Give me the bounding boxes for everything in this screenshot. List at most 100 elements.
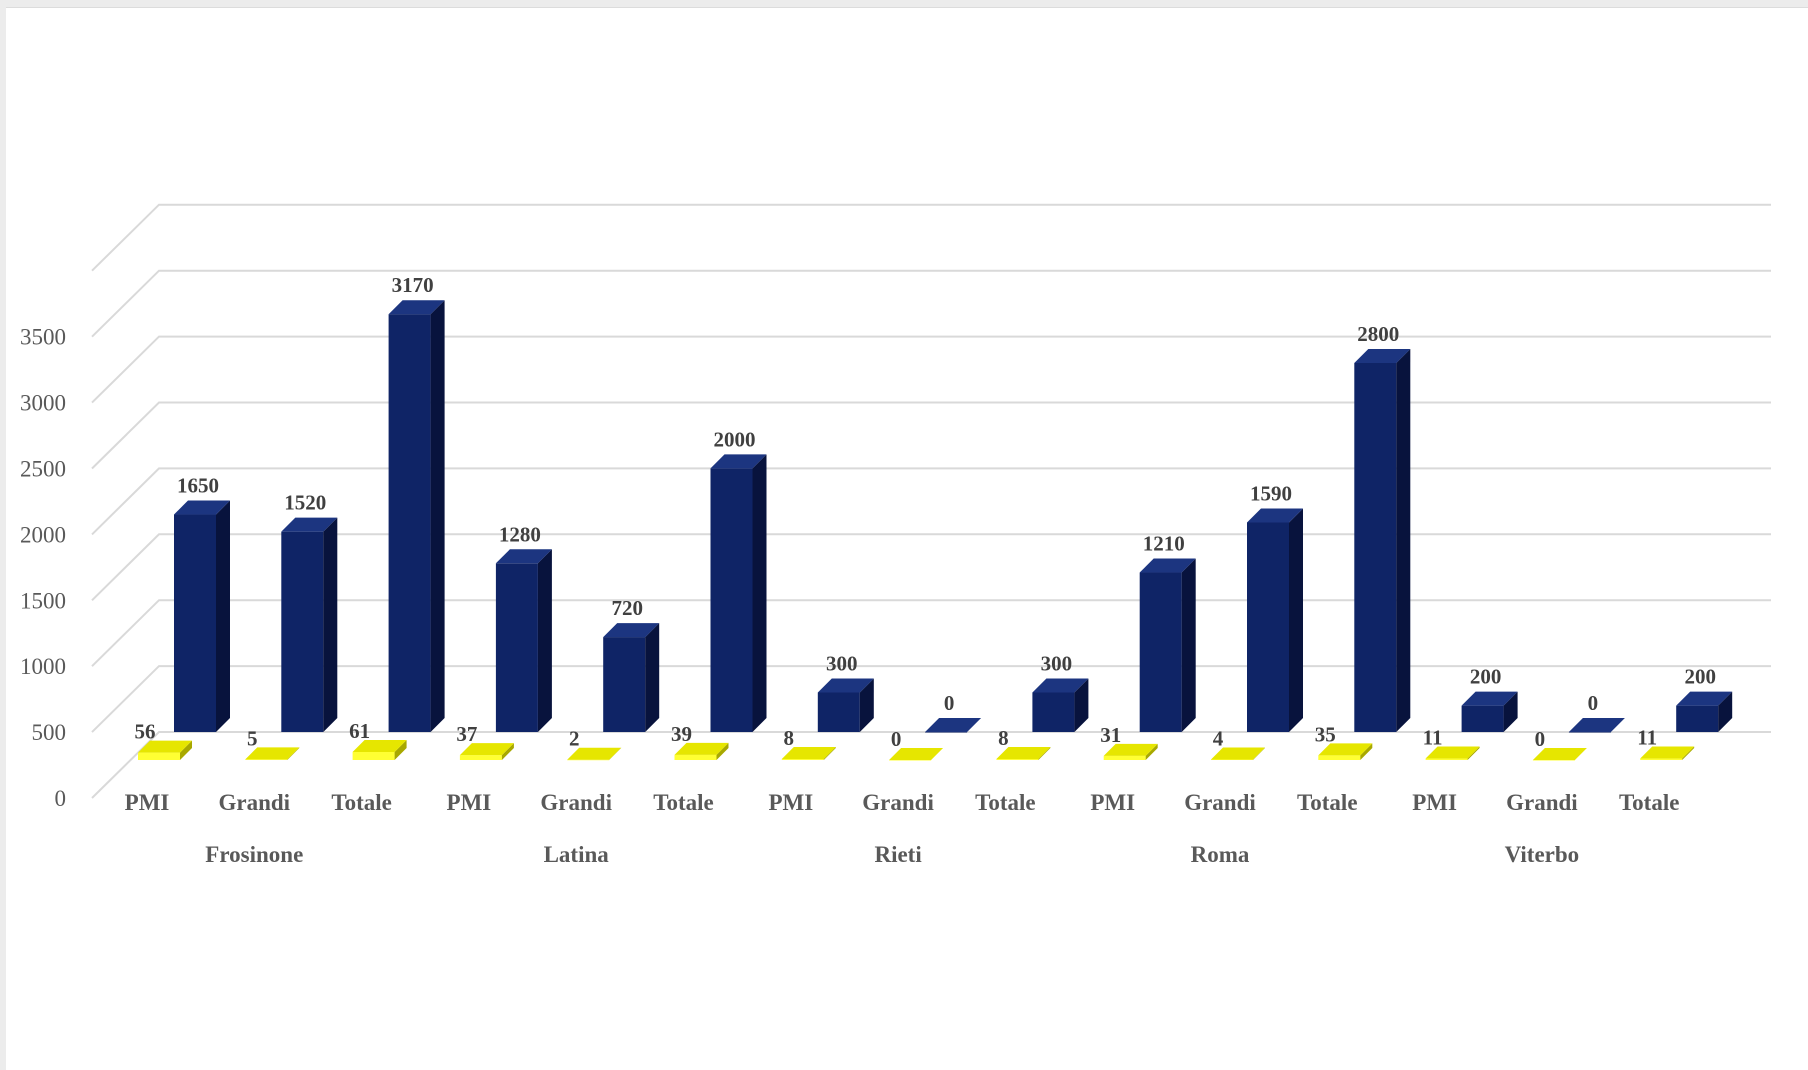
- x-category-label: Totale: [331, 790, 392, 815]
- gridline: [91, 203, 1771, 272]
- data-label-yellow: 37: [456, 722, 477, 746]
- gridline: [91, 401, 1771, 470]
- bar-front: [495, 563, 538, 732]
- bar-top: [1318, 743, 1373, 756]
- bar-front: [1103, 755, 1146, 760]
- data-label-blue: 1650: [177, 474, 219, 498]
- bar-blue: [1032, 678, 1089, 732]
- bar-blue: [1247, 508, 1303, 732]
- bar-top: [1103, 743, 1158, 756]
- bar-side: [1038, 746, 1051, 760]
- data-label-yellow: 39: [671, 722, 692, 746]
- bar-yellow: [1103, 743, 1158, 760]
- bar-side: [1682, 746, 1695, 760]
- bar-yellow: [889, 748, 944, 761]
- bar-yellow: [1425, 746, 1480, 760]
- x-category-label: PMI: [1412, 790, 1457, 815]
- bar-side: [216, 500, 230, 732]
- bar-front: [1354, 362, 1397, 732]
- data-label-yellow: 11: [1637, 726, 1657, 750]
- bar-front: [567, 759, 610, 761]
- bar-top: [1032, 678, 1089, 693]
- bar-front: [388, 314, 431, 732]
- data-label-blue: 1590: [1250, 481, 1292, 505]
- bar-yellow: [245, 747, 300, 760]
- x-group-label: Viterbo: [1505, 842, 1580, 867]
- bar-front: [1247, 522, 1289, 732]
- bar-side: [180, 740, 192, 760]
- data-label-blue: 200: [1470, 665, 1502, 689]
- gridline: [91, 467, 1771, 536]
- bar-side: [1467, 746, 1480, 760]
- bar-top: [1247, 508, 1303, 523]
- data-label-yellow: 56: [135, 720, 156, 744]
- bar-side: [501, 743, 514, 760]
- bar-top: [1640, 746, 1695, 759]
- bar-side: [1360, 743, 1373, 760]
- bar-top: [1568, 718, 1625, 732]
- bar-front: [710, 468, 753, 732]
- bar-yellow: [1532, 748, 1587, 761]
- data-label-blue: 0: [944, 691, 955, 715]
- data-label-blue: 2800: [1357, 322, 1399, 346]
- bar-top: [352, 739, 407, 752]
- bar-front: [1032, 692, 1075, 732]
- bar-side: [394, 739, 407, 760]
- data-label-blue: 0: [1588, 691, 1599, 715]
- bar-top: [1211, 747, 1265, 760]
- bar-side: [1289, 508, 1303, 732]
- y-tick-label: 2500: [20, 457, 66, 482]
- bar-front: [781, 758, 824, 760]
- data-label-blue: 1210: [1143, 532, 1185, 556]
- bar-top: [388, 300, 445, 315]
- bar-side: [1718, 691, 1733, 732]
- bar-side: [823, 746, 836, 760]
- data-label-yellow: 31: [1100, 723, 1121, 747]
- bar-yellow: [1211, 747, 1265, 760]
- bar-top: [1354, 348, 1411, 363]
- bar-top: [925, 718, 982, 732]
- bar-front: [996, 758, 1039, 760]
- bar-side: [430, 300, 445, 732]
- y-tick-label: 3000: [20, 391, 66, 416]
- bar-side: [1181, 558, 1196, 732]
- bar-front: [1640, 758, 1683, 760]
- bar-top: [1676, 691, 1733, 706]
- bar-top: [495, 549, 552, 564]
- gridline: [91, 665, 1771, 733]
- bar-top: [281, 517, 338, 532]
- bar-top: [245, 747, 300, 760]
- bar-top: [674, 742, 729, 755]
- bar-blue: [710, 454, 767, 732]
- x-category-label: Totale: [653, 790, 714, 815]
- bar-yellow: [352, 739, 407, 760]
- bar-blue: [388, 300, 445, 732]
- y-tick-label: 1000: [20, 654, 66, 679]
- y-tick-label: 2000: [20, 522, 66, 547]
- data-label-blue: 3170: [392, 273, 434, 297]
- x-category-label: PMI: [125, 790, 170, 815]
- data-label-yellow: 35: [1315, 722, 1336, 746]
- data-label-blue: 1520: [284, 491, 326, 515]
- bar-front: [925, 732, 968, 733]
- bar-blue: [495, 549, 552, 732]
- bar-yellow: [996, 746, 1051, 760]
- bar-top: [174, 500, 230, 515]
- x-category-label: Grandi: [219, 790, 291, 815]
- bar-front: [1461, 705, 1504, 732]
- data-label-blue: 2000: [714, 427, 756, 451]
- bar-blue: [603, 623, 660, 732]
- bar-front: [245, 759, 288, 760]
- data-label-yellow: 2: [569, 727, 580, 751]
- bar-top: [781, 746, 836, 759]
- bar-top: [459, 743, 514, 756]
- bar-front: [1676, 705, 1719, 732]
- x-category-label: PMI: [1090, 790, 1135, 815]
- bar-front: [1425, 758, 1468, 760]
- bar-blue: [1676, 691, 1733, 732]
- x-category-label: Grandi: [540, 790, 612, 815]
- bar-front: [674, 754, 717, 760]
- data-label-blue: 720: [611, 596, 643, 620]
- data-label-blue: 200: [1684, 665, 1716, 689]
- bar-top: [1425, 746, 1480, 759]
